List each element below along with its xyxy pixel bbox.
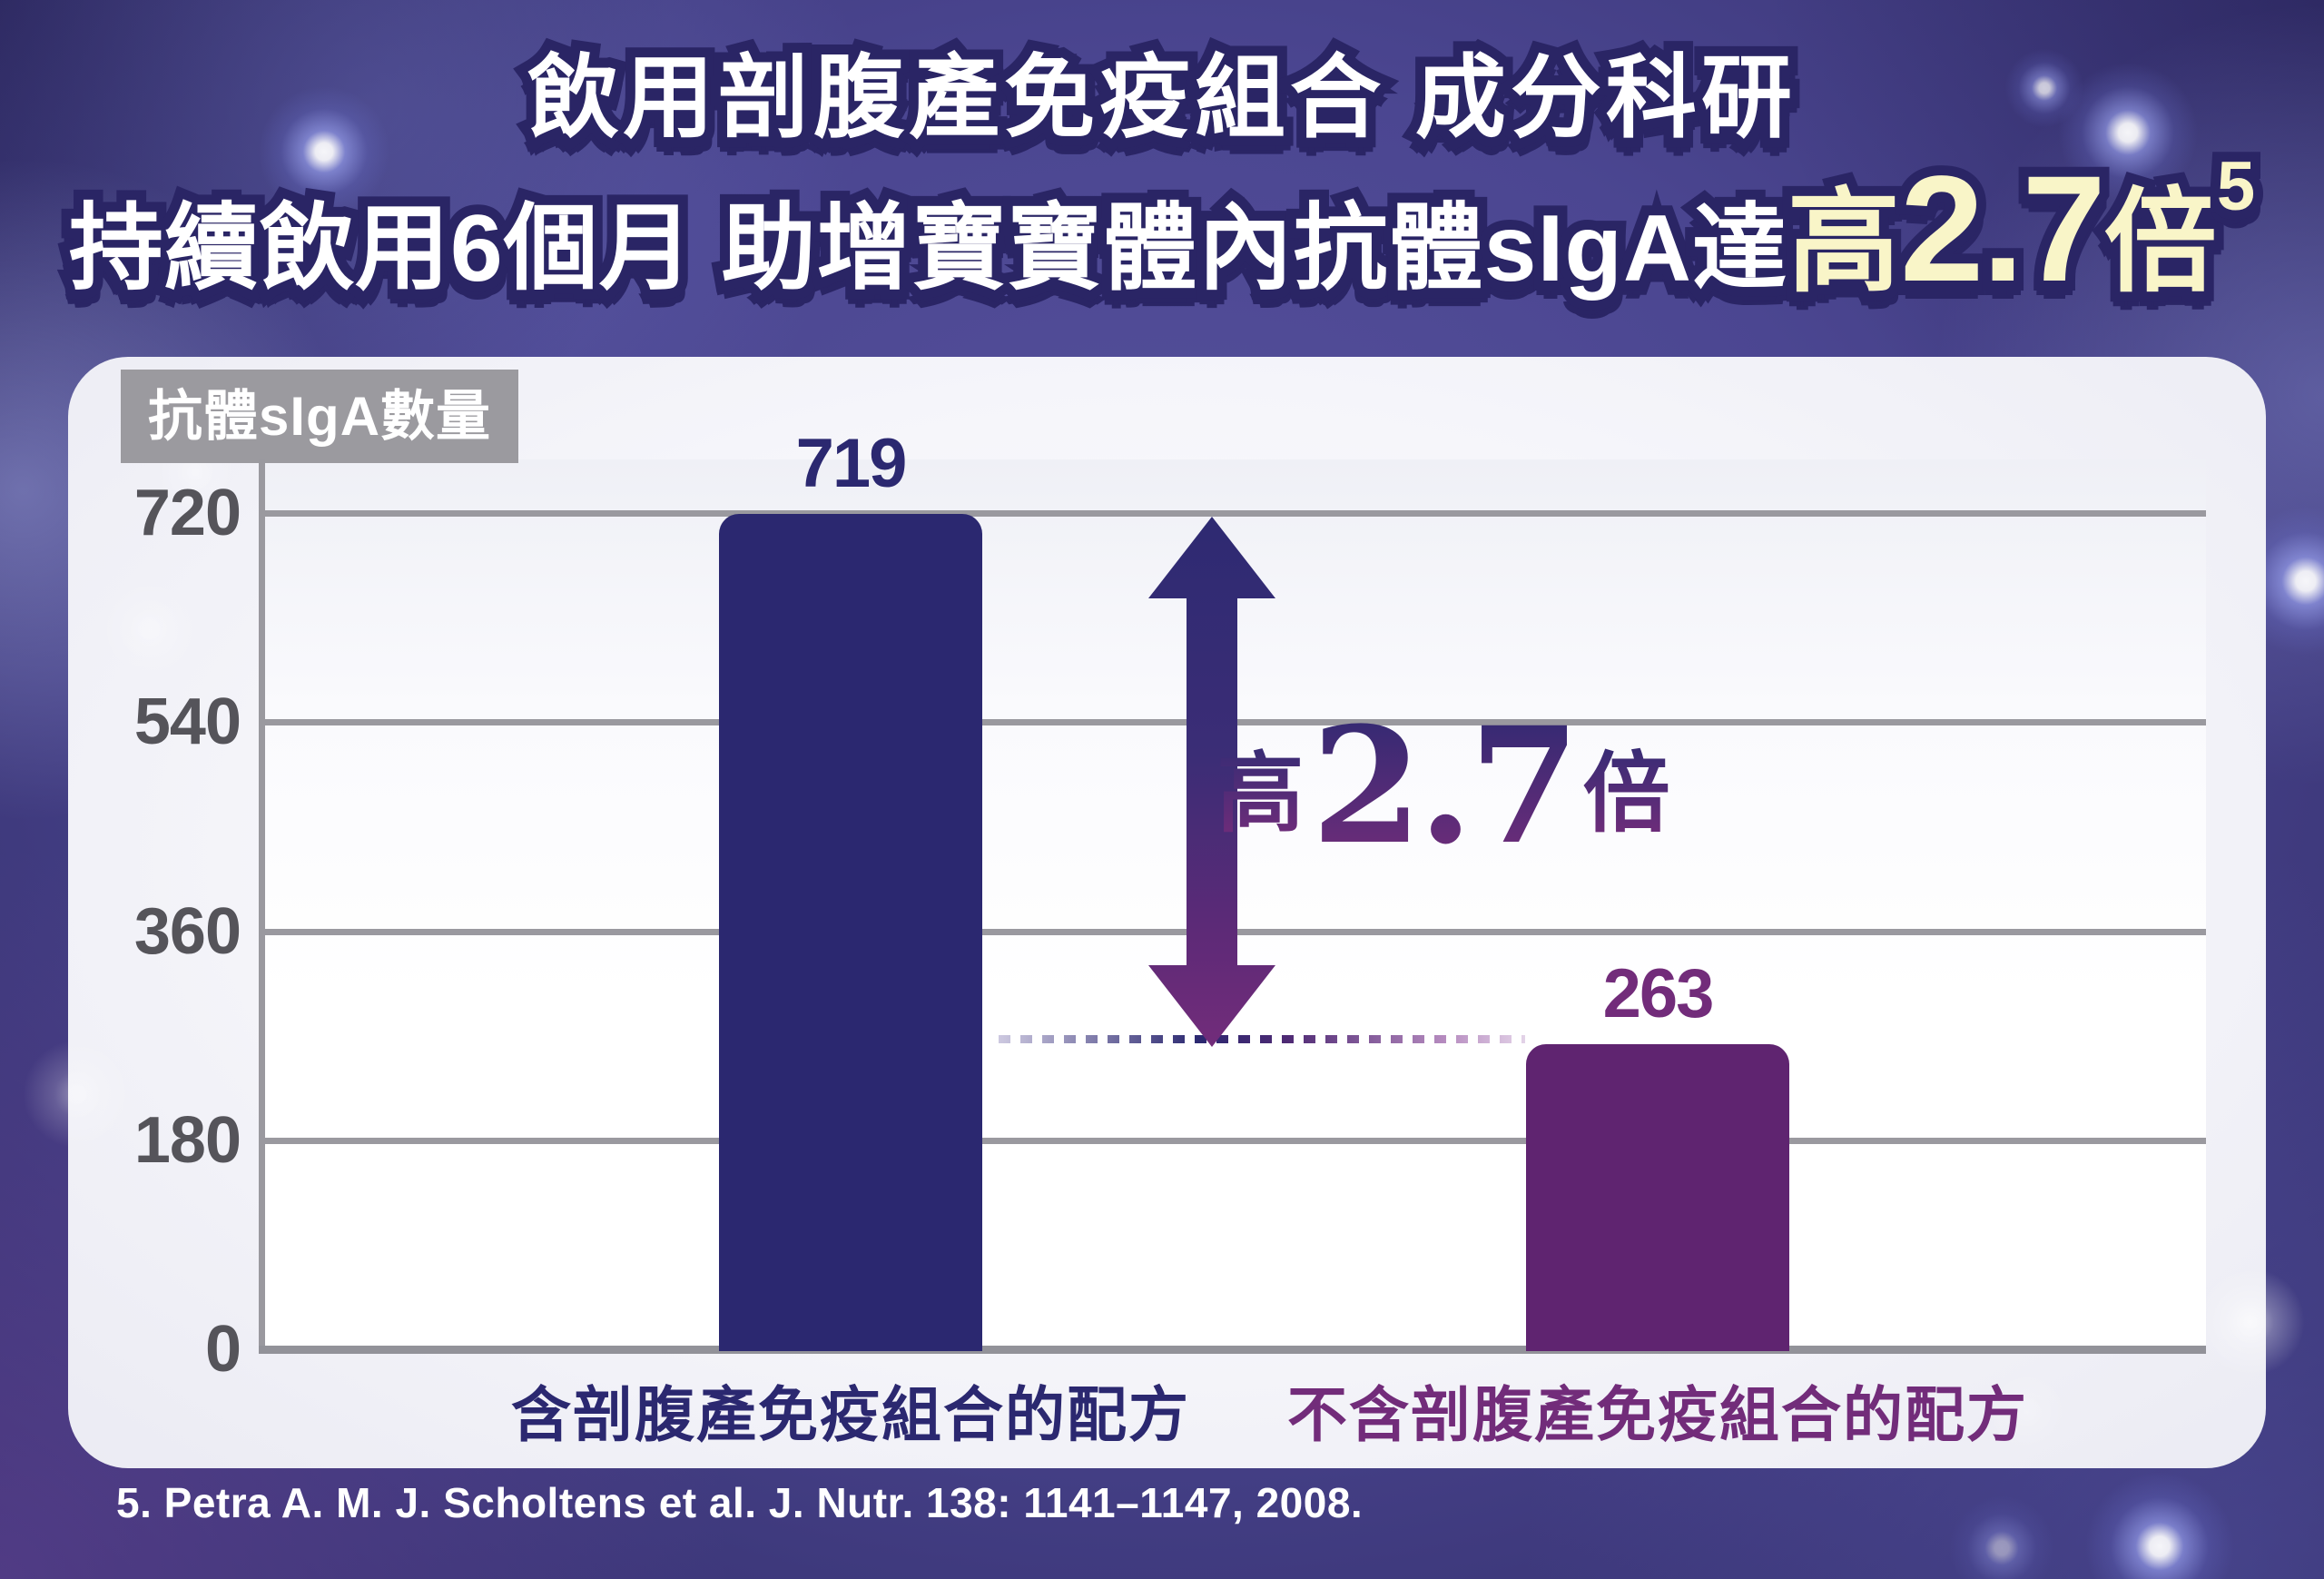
subtitle-highlight: 倍 [2103, 180, 2217, 305]
page-subtitle: 持續飲用6個月 助增寶寶體內抗體sIgA達高 2.7 倍 5 持續飲用6個月 助增寶寶… [0, 135, 2324, 323]
y-tick-label: 540 [133, 686, 241, 759]
title-line1-outline: 飲用剖腹產免疫組合 成分科研 [517, 37, 1802, 159]
annotation-post: 倍 [1583, 723, 1670, 849]
y-tick-label: 180 [133, 1103, 241, 1177]
annotation-pre: 高 [1216, 723, 1304, 849]
y-axis-line [259, 459, 265, 1353]
fold-increase-annotation: 高 2.7 倍 [1207, 692, 1679, 880]
subtitle-highlight-number-outline: 2.7 [1890, 135, 2116, 323]
category-label: 不含剖腹產免疫組合的配方 [1287, 1381, 2028, 1448]
value-label: 719 [795, 425, 908, 503]
subtitle-highlight-number: 2.7 [1900, 145, 2106, 313]
gridline [265, 510, 2206, 517]
subtitle-text: 持續飲用6個月 助增寶寶體內抗體sIgA達 [68, 196, 1788, 301]
subtitle-highlight-outline: 高 [1777, 170, 1910, 315]
gridline [265, 1137, 2206, 1144]
footnote-marker: 5 [2216, 148, 2256, 225]
bar-category-2 [1526, 1043, 1789, 1351]
y-axis-title: 抗體sIgA數量 [121, 370, 519, 463]
category-label: 含剖腹產免疫組合的配方 [511, 1381, 1190, 1448]
subtitle-highlight: 高 [1787, 180, 1901, 305]
y-tick-label: 360 [133, 894, 241, 968]
annotation-number: 2.7 [1311, 692, 1580, 880]
fold-increase-arrow-icon [1148, 517, 1275, 1047]
subtitle-text-outline: 持續飲用6個月 助增寶寶體內抗體sIgA達 [59, 186, 1797, 311]
x-axis-baseline [259, 1346, 2206, 1354]
value-label: 263 [1602, 954, 1715, 1032]
reference-dotted-line [999, 1034, 1525, 1043]
title-line1: 飲用剖腹產免疫組合 成分科研 [527, 47, 1797, 149]
page-title: 飲用剖腹產免疫組合 成分科研 飲用剖腹產免疫組合 成分科研 [0, 24, 2324, 159]
bar-category-1 [719, 514, 982, 1351]
y-tick-label: 720 [133, 477, 241, 549]
y-tick-label: 0 [204, 1313, 241, 1386]
footer-citation: 5. Petra A. M. J. Scholtens et al. J. Nu… [116, 1479, 1364, 1526]
subtitle-highlight-outline: 倍 [2094, 170, 2227, 315]
